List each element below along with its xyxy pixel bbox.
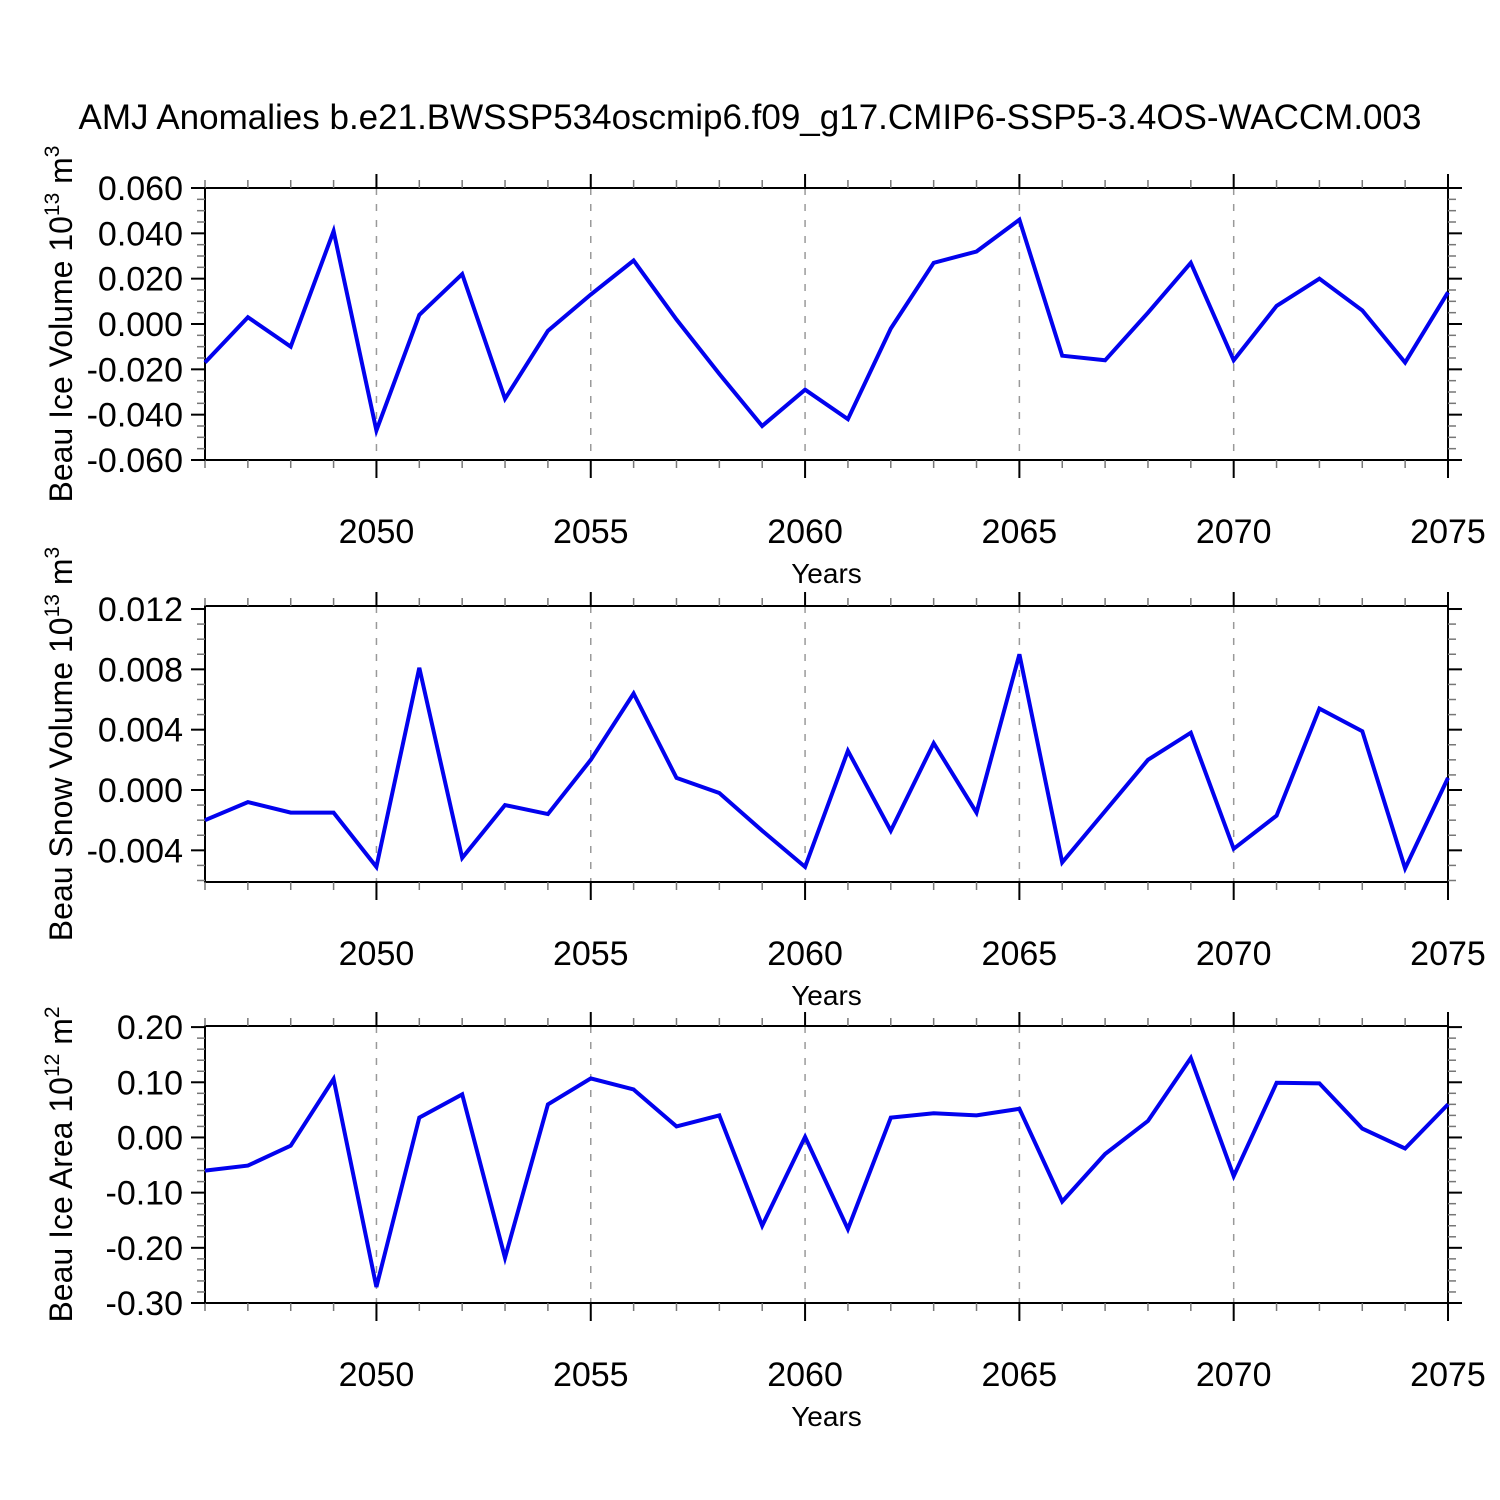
x-axis-title: Years: [791, 558, 862, 589]
x-tick-label: 2075: [1410, 935, 1486, 973]
x-tick-label: 2070: [1196, 1356, 1272, 1394]
x-tick-label: 2060: [767, 1356, 843, 1394]
x-tick-label: 2055: [553, 513, 629, 551]
x-tick-label: 2060: [767, 935, 843, 973]
y-tick-label: 0.000: [98, 772, 183, 810]
y-tick-label: -0.10: [106, 1175, 184, 1213]
panel-3-data-line: [204, 1053, 1450, 1288]
y-tick-label: -0.060: [87, 442, 183, 480]
y-tick-label: 0.060: [98, 170, 183, 208]
y-tick-label: -0.040: [87, 397, 183, 435]
x-tick-label: 2050: [339, 513, 415, 551]
panel-2-frame: [204, 605, 1449, 883]
y-tick-label: 0.00: [117, 1119, 183, 1157]
y-tick-label: -0.20: [106, 1230, 184, 1268]
y-tick-label: 0.020: [98, 261, 183, 299]
y-tick-label: 0.008: [98, 651, 183, 689]
x-tick-label: 2075: [1410, 1356, 1486, 1394]
panel-2-data-line: [204, 653, 1450, 874]
chart-title: AMJ Anomalies b.e21.BWSSP534oscmip6.f09_…: [78, 98, 1422, 137]
x-tick-label: 2055: [553, 935, 629, 973]
x-tick-label: 2070: [1196, 513, 1272, 551]
y-tick-label: 0.012: [98, 591, 183, 629]
y-tick-label: -0.004: [87, 832, 183, 870]
x-axis-title: Years: [791, 980, 862, 1011]
x-tick-label: 2050: [339, 1356, 415, 1394]
x-tick-label: 2065: [982, 513, 1058, 551]
y-tick-label: -0.30: [106, 1285, 184, 1323]
x-tick-label: 2075: [1410, 513, 1486, 551]
x-tick-label: 2065: [982, 935, 1058, 973]
panel-3-frame: [204, 1025, 1449, 1304]
y-tick-label: -0.020: [87, 351, 183, 389]
y-axis-title: Beau Ice Area 1012 m2: [41, 1006, 79, 1322]
x-tick-label: 2070: [1196, 935, 1272, 973]
x-axis-title: Years: [791, 1401, 862, 1432]
x-tick-label: 2050: [339, 935, 415, 973]
x-tick-label: 2060: [767, 513, 843, 551]
y-axis-title: Beau Snow Volume 1013 m3: [41, 547, 79, 941]
y-tick-label: 0.20: [117, 1009, 183, 1047]
y-tick-label: 0.040: [98, 215, 183, 253]
y-axis-title: Beau Ice Volume 1013 m3: [41, 145, 79, 502]
x-tick-label: 2055: [553, 1356, 629, 1394]
x-tick-label: 2065: [982, 1356, 1058, 1394]
y-tick-label: 0.10: [117, 1064, 183, 1102]
panel-1-data-line: [203, 216, 1450, 438]
y-tick-label: 0.000: [98, 306, 183, 344]
y-tick-label: 0.004: [98, 712, 183, 750]
